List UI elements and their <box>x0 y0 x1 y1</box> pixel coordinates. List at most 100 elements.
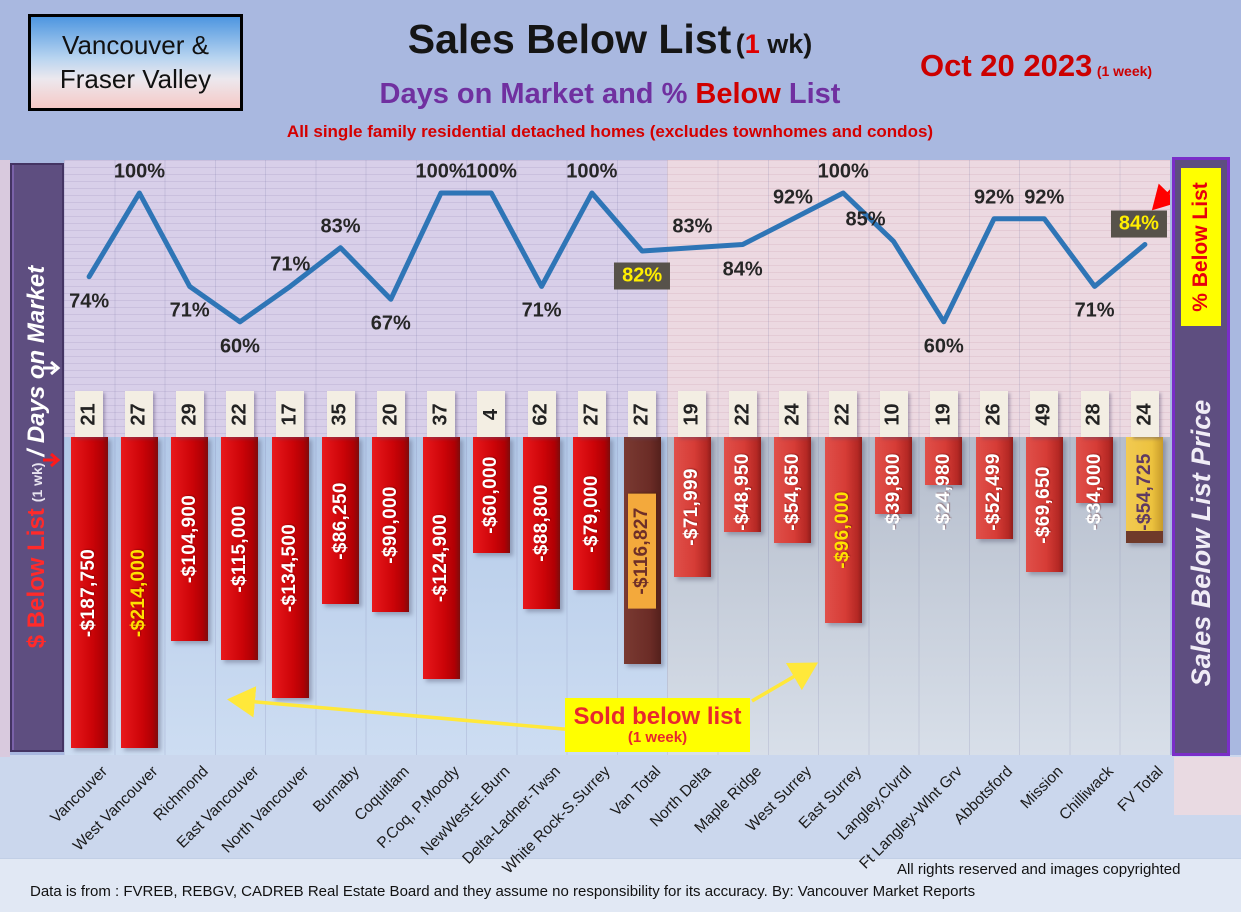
pct-label: 71% <box>521 299 562 322</box>
region-box: Vancouver & Fraser Valley <box>28 14 243 111</box>
footer-band <box>0 858 1241 912</box>
bar-vancouver: -$187,750 <box>70 437 108 748</box>
pct-label: 84% <box>1110 210 1167 238</box>
sold-below-list-annotation: Sold below list (1 week) <box>565 698 750 752</box>
bar-value-label: -$104,900 <box>178 494 200 584</box>
bar-value-label: -$24,980 <box>932 453 954 531</box>
pct-label: 83% <box>672 215 713 238</box>
title-paren-rest: wk) <box>759 29 813 59</box>
bar-newwest-e-burn: -$60,000 <box>472 437 510 553</box>
bar-delta-ladner-twsn: -$88,800 <box>523 437 561 609</box>
days-on-market-label: 22 <box>728 391 757 437</box>
bar-value-label: -$34,000 <box>1083 453 1105 531</box>
region-line1: Vancouver & <box>62 29 209 60</box>
days-on-market-label: 26 <box>980 391 1009 437</box>
bar-langley-clvrdl: -$39,800 <box>875 437 912 531</box>
bar-value-label: -$90,000 <box>379 485 401 564</box>
bar-east-surrey: -$96,000 <box>824 437 862 623</box>
sold-below-list-subtext: (1 week) <box>627 728 688 746</box>
bar-east-vancouver: -$115,000 <box>221 437 259 660</box>
bar-north-vancouver: -$134,500 <box>271 437 309 698</box>
days-on-market-label: 4 <box>477 391 506 437</box>
page-title: Sales Below List (1 wk) <box>300 16 920 63</box>
bar-mission: -$69,650 <box>1025 437 1063 572</box>
pct-label: 71% <box>169 299 210 322</box>
days-on-market-label: 37 <box>427 391 456 437</box>
bar-west-vancouver: -$214,000 <box>120 437 158 748</box>
bar-p-coq-p-moody: -$124,900 <box>422 437 460 679</box>
pct-label: 100% <box>113 160 165 183</box>
bar-chilliwack: -$34,000 <box>1076 437 1114 531</box>
bar-value-label: -$116,827 <box>628 492 657 609</box>
rights-text: All rights reserved and images copyright… <box>897 861 1181 878</box>
days-on-market-label: 27 <box>125 391 154 437</box>
pct-label: 82% <box>614 262 671 290</box>
pct-label: 60% <box>923 335 964 358</box>
subtitle-part3: List <box>780 78 841 110</box>
subtitle-part1: Days on Market and % <box>379 78 696 110</box>
days-on-market-label: 22 <box>829 391 858 437</box>
bar-van-total: -$116,827 <box>623 437 661 664</box>
bar-value-label: -$96,000 <box>832 491 854 569</box>
report-date: Oct 20 2023 (1 week) <box>920 48 1152 84</box>
title-paren: (1 wk) <box>736 29 813 59</box>
bar-ft-langley-wlnt-grv: -$24,980 <box>925 437 963 531</box>
bar-burnaby: -$86,250 <box>322 437 359 604</box>
pct-label: 100% <box>817 160 869 183</box>
bar-value-label: -$54,650 <box>781 453 803 531</box>
bar-value-label: -$48,950 <box>731 453 753 531</box>
bar-value-label: -$88,800 <box>530 484 552 562</box>
sold-below-list-text: Sold below list <box>573 702 742 730</box>
pct-label: 71% <box>1074 299 1115 322</box>
bar-value-label: -$71,999 <box>681 468 703 546</box>
title-week-num: 1 <box>744 29 760 59</box>
days-on-market-label: 21 <box>75 391 104 437</box>
left-axis-dollar-label: $ Below List <box>23 508 50 649</box>
days-on-market-label: 35 <box>326 391 355 437</box>
bar-value-label: -$60,000 <box>480 456 502 534</box>
pct-label: 100% <box>566 160 618 183</box>
pct-label: 100% <box>415 160 467 183</box>
bar-value-label: -$79,000 <box>580 474 602 553</box>
pct-label: 83% <box>320 215 361 238</box>
pct-label: 67% <box>370 312 411 335</box>
days-on-market-label: 27 <box>577 391 606 437</box>
right-axis-price-label: Sales Below List Price <box>1185 399 1216 687</box>
bar-value-label: -$115,000 <box>228 504 250 593</box>
bar-north-delta: -$71,999 <box>673 437 711 577</box>
title-paren-open: ( <box>735 29 745 59</box>
days-on-market-label: 24 <box>778 391 807 437</box>
pct-label: 100% <box>465 160 517 183</box>
days-on-market-label: 20 <box>376 391 405 437</box>
subtitle: Days on Market and % Below List <box>300 78 920 111</box>
bar-value-label: -$69,650 <box>1033 465 1055 544</box>
dollar-pointer-arrow-icon <box>43 452 61 468</box>
pct-label: 92% <box>1024 186 1065 209</box>
pct-label: 60% <box>219 335 260 358</box>
bar-value-label: -$187,750 <box>78 548 100 637</box>
bar-value-label: -$86,250 <box>329 481 351 560</box>
bar-value-label: -$52,499 <box>983 453 1005 531</box>
days-on-market-label: 28 <box>1080 391 1109 437</box>
subtitle2: All single family residential detached h… <box>286 122 934 141</box>
days-on-market-label: 17 <box>276 391 305 437</box>
days-pointer-arrow-icon <box>43 360 61 376</box>
region-line2: Fraser Valley <box>59 63 212 94</box>
pct-label: 71% <box>270 253 311 276</box>
days-on-market-label: 49 <box>1030 391 1059 437</box>
left-edge-strip <box>0 160 10 757</box>
bar-abbotsford: -$52,499 <box>975 437 1013 539</box>
bar-value-label: -$54,725 <box>1133 453 1155 531</box>
days-on-market-label: 22 <box>225 391 254 437</box>
date-main: Oct 20 2023 <box>920 48 1093 83</box>
days-on-market-label: 19 <box>929 391 958 437</box>
days-on-market-label: 29 <box>175 391 204 437</box>
pct-label: 92% <box>974 186 1015 209</box>
bar-fv-total: -$54,725 <box>1126 437 1164 543</box>
pct-label: 92% <box>772 186 813 209</box>
bar-coquitlam: -$90,000 <box>372 437 410 612</box>
bar-white-rock-s-surrey: -$79,000 <box>573 437 611 590</box>
days-on-market-label: 19 <box>678 391 707 437</box>
pct-label: 85% <box>845 208 886 231</box>
